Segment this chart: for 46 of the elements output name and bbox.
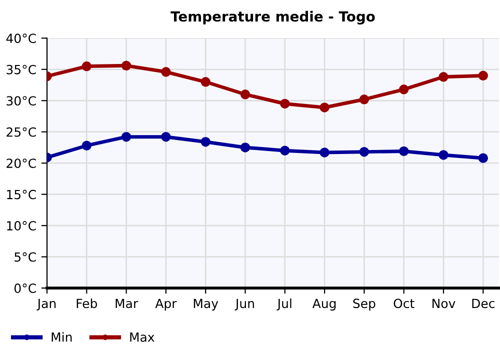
x-tick-label: Mar: [116, 298, 138, 308]
y-tick-label: 5°C: [14, 252, 36, 262]
point: [280, 146, 290, 156]
x-tick-label: Jan: [36, 298, 56, 310]
x-tick-label: Aug: [312, 298, 336, 311]
y-tick-label: 20°C: [6, 158, 36, 168]
point: [398, 84, 409, 94]
point: [398, 146, 409, 156]
point: [359, 146, 370, 157]
point: [240, 90, 250, 100]
point: [200, 136, 210, 147]
legend-label: Min: [52, 332, 72, 342]
chart-title: Temperature medie - Togo: [170, 10, 375, 24]
point: [438, 150, 448, 160]
x-tick-label: Nov: [432, 298, 456, 308]
point: [121, 132, 132, 142]
x-tick-label: Feb: [76, 298, 98, 308]
x-tick-label: Oct: [394, 298, 414, 308]
point: [280, 98, 290, 109]
x-tick-label: Jul: [276, 298, 292, 310]
point: [161, 67, 171, 77]
y-tick-label: 35°C: [6, 64, 36, 74]
x-tick-label: May: [194, 298, 218, 311]
point: [359, 94, 370, 104]
legend-label: Max: [130, 332, 154, 342]
y-tick-label: 0°C: [14, 284, 36, 293]
point: [82, 140, 92, 150]
point: [478, 153, 488, 163]
point: [82, 61, 92, 72]
x-tick-label: Sep: [353, 298, 376, 311]
point: [121, 60, 132, 70]
point: [200, 77, 210, 87]
point: [240, 142, 250, 152]
y-tick-label: 40°C: [6, 34, 36, 44]
point: [320, 148, 330, 158]
y-tick-label: 25°C: [6, 127, 36, 137]
point: [320, 102, 330, 112]
y-tick-label: 30°C: [6, 96, 36, 106]
x-tick-label: Apr: [155, 298, 177, 311]
point: [161, 132, 171, 142]
y-tick-label: 15°C: [7, 190, 36, 200]
point: [438, 72, 448, 82]
y-tick-label: 10°C: [7, 221, 36, 230]
point: [478, 70, 488, 80]
x-tick-label: Dec: [472, 298, 494, 308]
x-tick-label: Jun: [234, 298, 254, 310]
